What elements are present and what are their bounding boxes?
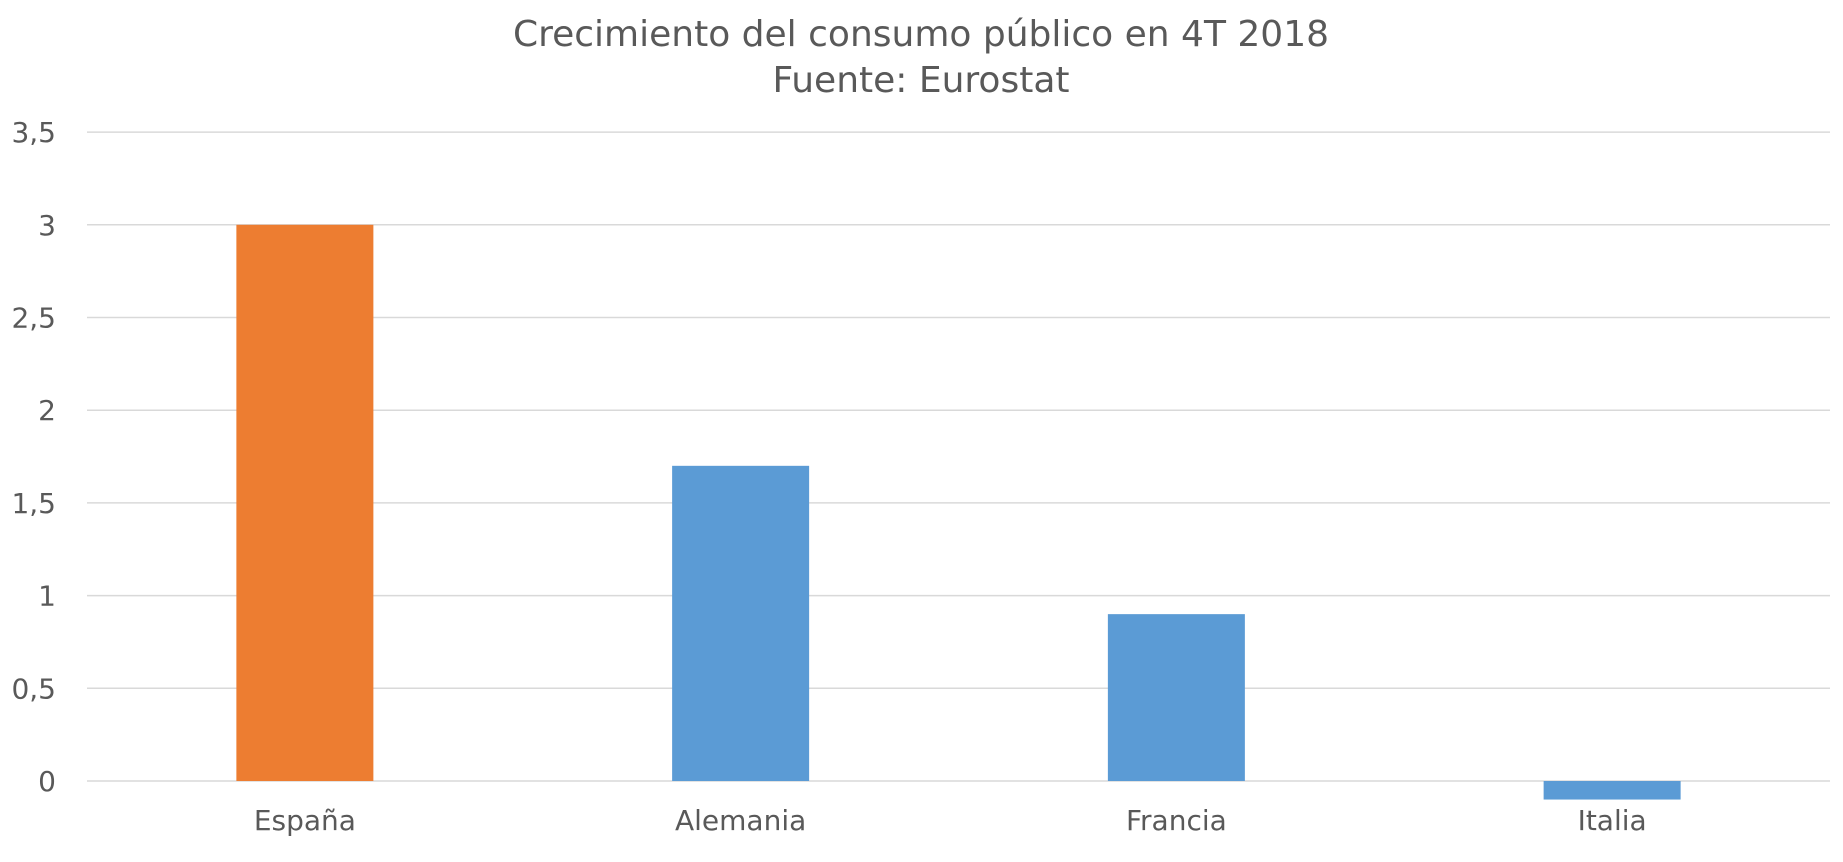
y-tick-label: 2 bbox=[38, 394, 56, 427]
bar bbox=[236, 224, 374, 782]
gridlines bbox=[87, 131, 1830, 782]
bar bbox=[1107, 614, 1245, 781]
y-tick-label: 1 bbox=[38, 580, 56, 613]
chart-subtitle: Fuente: Eurostat bbox=[773, 60, 1070, 101]
y-tick-label: 0 bbox=[38, 765, 56, 798]
x-category-label: Alemania bbox=[675, 804, 806, 837]
x-category-label: Francia bbox=[1126, 804, 1227, 837]
chart-title: Crecimiento del consumo público en 4T 20… bbox=[513, 14, 1329, 55]
y-tick-label: 3,5 bbox=[11, 116, 56, 149]
x-category-label: Italia bbox=[1578, 804, 1647, 837]
y-tick-label: 1,5 bbox=[11, 487, 56, 520]
bar bbox=[1543, 781, 1681, 800]
y-tick-label: 2,5 bbox=[11, 302, 56, 335]
y-tick-label: 0,5 bbox=[11, 672, 56, 705]
x-axis-categories: España Alemania Francia Italia bbox=[254, 804, 1647, 837]
bars bbox=[236, 224, 1681, 800]
bar bbox=[672, 465, 810, 781]
y-tick-label: 3 bbox=[38, 209, 56, 242]
y-axis-ticks: 0 0,5 1 1,5 2 2,5 3 3,5 bbox=[11, 116, 56, 798]
x-category-label: España bbox=[254, 804, 356, 837]
